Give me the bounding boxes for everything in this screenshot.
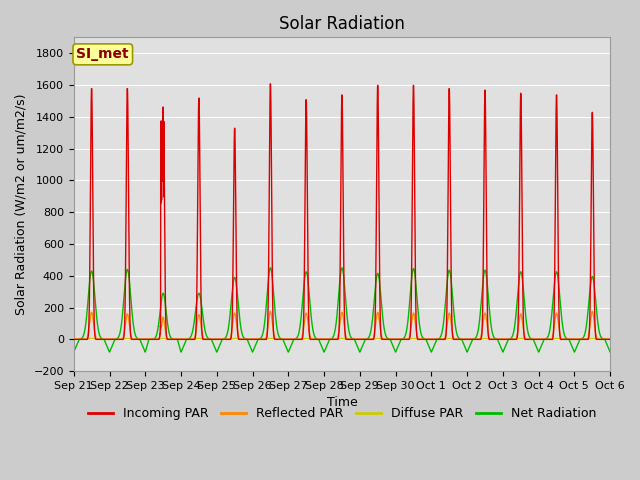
Net Radiation: [106, 349, 113, 355]
Reflected PAR: [462, 336, 470, 342]
Net Radiation: [166, 334, 174, 339]
Net Radiation: [462, 347, 470, 353]
Net Radiation: [266, 265, 274, 271]
Incoming PAR: [266, 81, 274, 87]
Net Radiation: [433, 337, 440, 343]
Legend: Incoming PAR, Reflected PAR, Diffuse PAR, Net Radiation: Incoming PAR, Reflected PAR, Diffuse PAR…: [83, 402, 601, 425]
Reflected PAR: [433, 336, 440, 342]
Diffuse PAR: [462, 336, 470, 342]
Incoming PAR: [462, 336, 470, 342]
Diffuse PAR: [88, 336, 95, 341]
Incoming PAR: [605, 336, 613, 342]
Title: Solar Radiation: Solar Radiation: [279, 15, 405, 33]
Reflected PAR: [70, 336, 77, 342]
Net Radiation: [606, 349, 614, 355]
Incoming PAR: [166, 336, 174, 342]
Net Radiation: [322, 345, 330, 350]
Incoming PAR: [322, 336, 330, 342]
Line: Reflected PAR: Reflected PAR: [74, 312, 610, 339]
Diffuse PAR: [70, 336, 77, 342]
Net Radiation: [70, 349, 77, 355]
Reflected PAR: [605, 336, 613, 342]
Net Radiation: [493, 336, 500, 342]
Reflected PAR: [166, 336, 174, 342]
Diffuse PAR: [322, 336, 330, 342]
Reflected PAR: [493, 336, 500, 342]
Diffuse PAR: [166, 336, 174, 342]
Incoming PAR: [70, 336, 77, 342]
Incoming PAR: [606, 336, 614, 342]
Diffuse PAR: [493, 336, 500, 342]
Reflected PAR: [606, 336, 614, 342]
Line: Incoming PAR: Incoming PAR: [74, 84, 610, 339]
Incoming PAR: [493, 336, 500, 342]
X-axis label: Time: Time: [326, 396, 357, 409]
Diffuse PAR: [605, 336, 613, 342]
Reflected PAR: [266, 309, 274, 314]
Y-axis label: Solar Radiation (W/m2 or um/m2/s): Solar Radiation (W/m2 or um/m2/s): [15, 94, 28, 315]
Text: SI_met: SI_met: [76, 48, 129, 61]
Line: Net Radiation: Net Radiation: [74, 268, 610, 352]
Incoming PAR: [433, 336, 440, 342]
Reflected PAR: [322, 336, 330, 342]
Line: Diffuse PAR: Diffuse PAR: [74, 338, 610, 339]
Diffuse PAR: [433, 336, 440, 342]
Diffuse PAR: [606, 336, 614, 342]
Net Radiation: [606, 348, 614, 354]
